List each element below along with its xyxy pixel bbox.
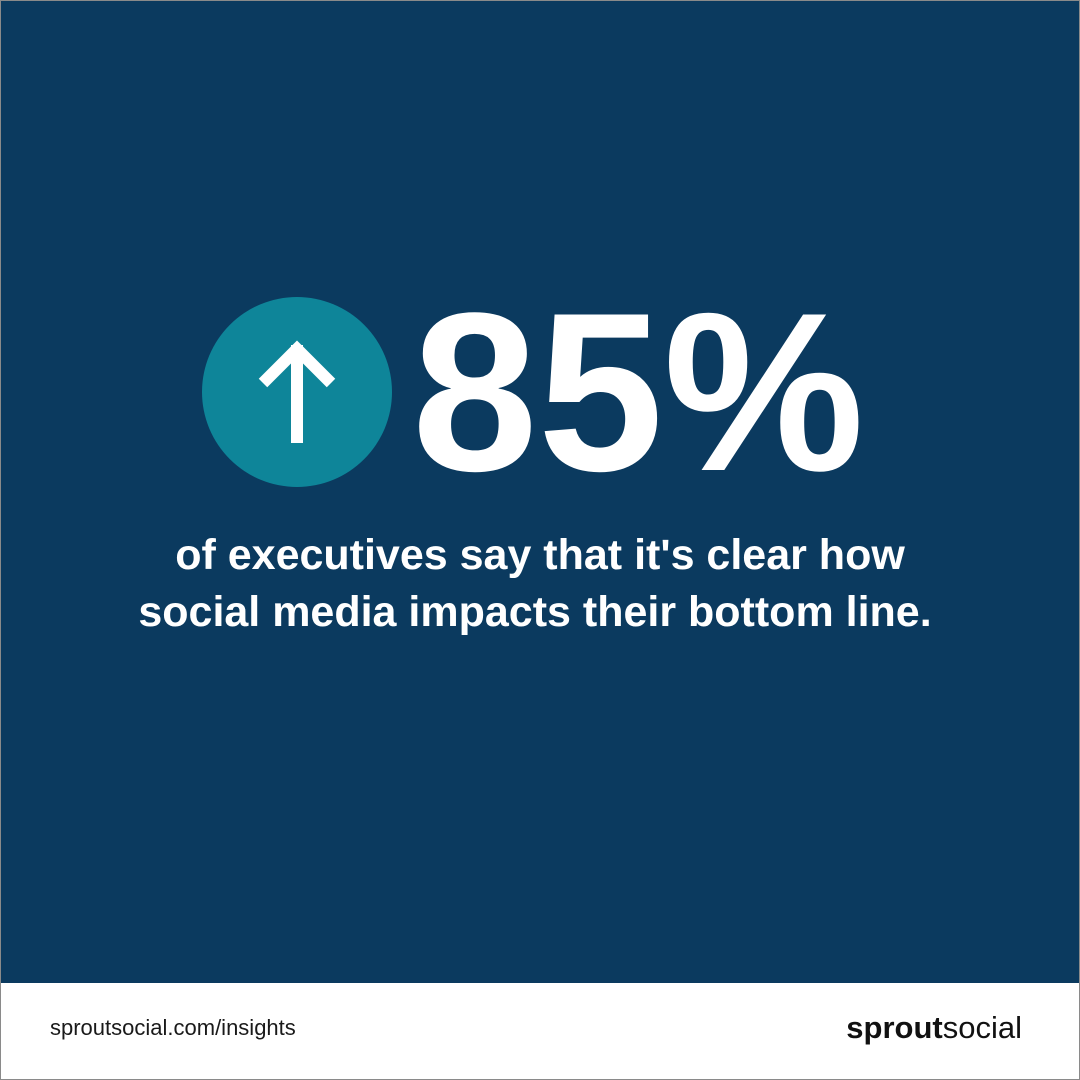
caption-line: social media impacts their bottom line. <box>138 588 931 636</box>
logo-light: social <box>943 1010 1022 1045</box>
up-arrow <box>258 340 336 443</box>
footer-panel <box>0 983 1080 1080</box>
caption-line: of executives say that it's clear how <box>175 531 905 579</box>
stat-value: 85% <box>412 265 864 518</box>
logo-bold: sprout <box>846 1010 942 1045</box>
brand-logo: sproutsocial <box>846 1010 1022 1045</box>
footer-url: sproutsocial.com/insights <box>50 1015 296 1040</box>
background-panel <box>0 0 1080 983</box>
